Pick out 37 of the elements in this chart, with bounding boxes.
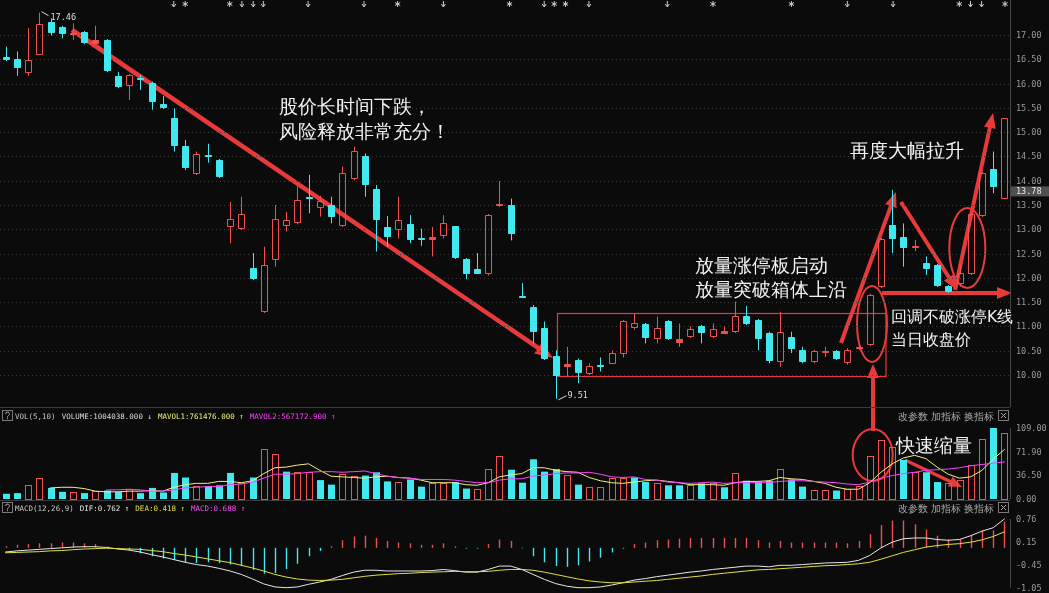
y-tick-label: 11.00 (1016, 321, 1042, 332)
annotation: 再度大幅拉升 (850, 139, 964, 161)
annotation: 快速缩量 (895, 434, 972, 456)
y-tick-label: 15.00 (1016, 127, 1042, 138)
y-tick-label: 14.00 (1016, 175, 1042, 186)
text: 13.78 (1016, 186, 1042, 197)
y-tick-label: 13.00 (1016, 224, 1042, 235)
y-tick-label: 16.00 (1016, 78, 1042, 89)
y-tick-label: 12.50 (1016, 248, 1042, 259)
y-tick-label: 16.50 (1016, 54, 1042, 65)
y-tick-label: 12.00 (1016, 272, 1042, 283)
y-tick-label: 17.00 (1016, 29, 1042, 40)
annotation: 放量涨停板启动放量突破箱体上沿 (695, 254, 847, 300)
text: 加指标 (931, 411, 961, 422)
y-tick-label: 109.00 (1016, 422, 1047, 433)
text: 改参数 (898, 503, 928, 514)
y-tick-label: 11.50 (1016, 297, 1042, 308)
y-tick-label: 14.50 (1016, 151, 1042, 162)
y-tick-label: 0.15 (1016, 537, 1037, 548)
y-tick-label: 36.50 (1016, 470, 1042, 481)
y-tick-label: 0.00 (1016, 493, 1037, 504)
y-tick-label: -1.05 (1016, 582, 1042, 593)
y-tick-label: 0.76 (1016, 513, 1037, 524)
y-tick-label: 15.50 (1016, 102, 1042, 113)
y-tick-label: 10.50 (1016, 345, 1042, 356)
text: 改参数 (898, 411, 928, 422)
y-tick-label: 13.50 (1016, 199, 1042, 210)
text: 换指标 (964, 503, 994, 514)
y-tick-label: -0.45 (1016, 559, 1042, 570)
text: 换指标 (964, 411, 994, 422)
annotation: 17.46 (50, 11, 77, 22)
text: 加指标 (931, 503, 961, 514)
annotation: 股价长时间下跌，风险释放非常充分！ (279, 95, 450, 142)
annotation: 9.51 (567, 389, 588, 400)
annotation: 回调不破涨停K线当日收盘价 (891, 308, 1014, 349)
y-tick-label: 71.90 (1016, 447, 1042, 458)
y-tick-label: 10.00 (1016, 369, 1042, 380)
